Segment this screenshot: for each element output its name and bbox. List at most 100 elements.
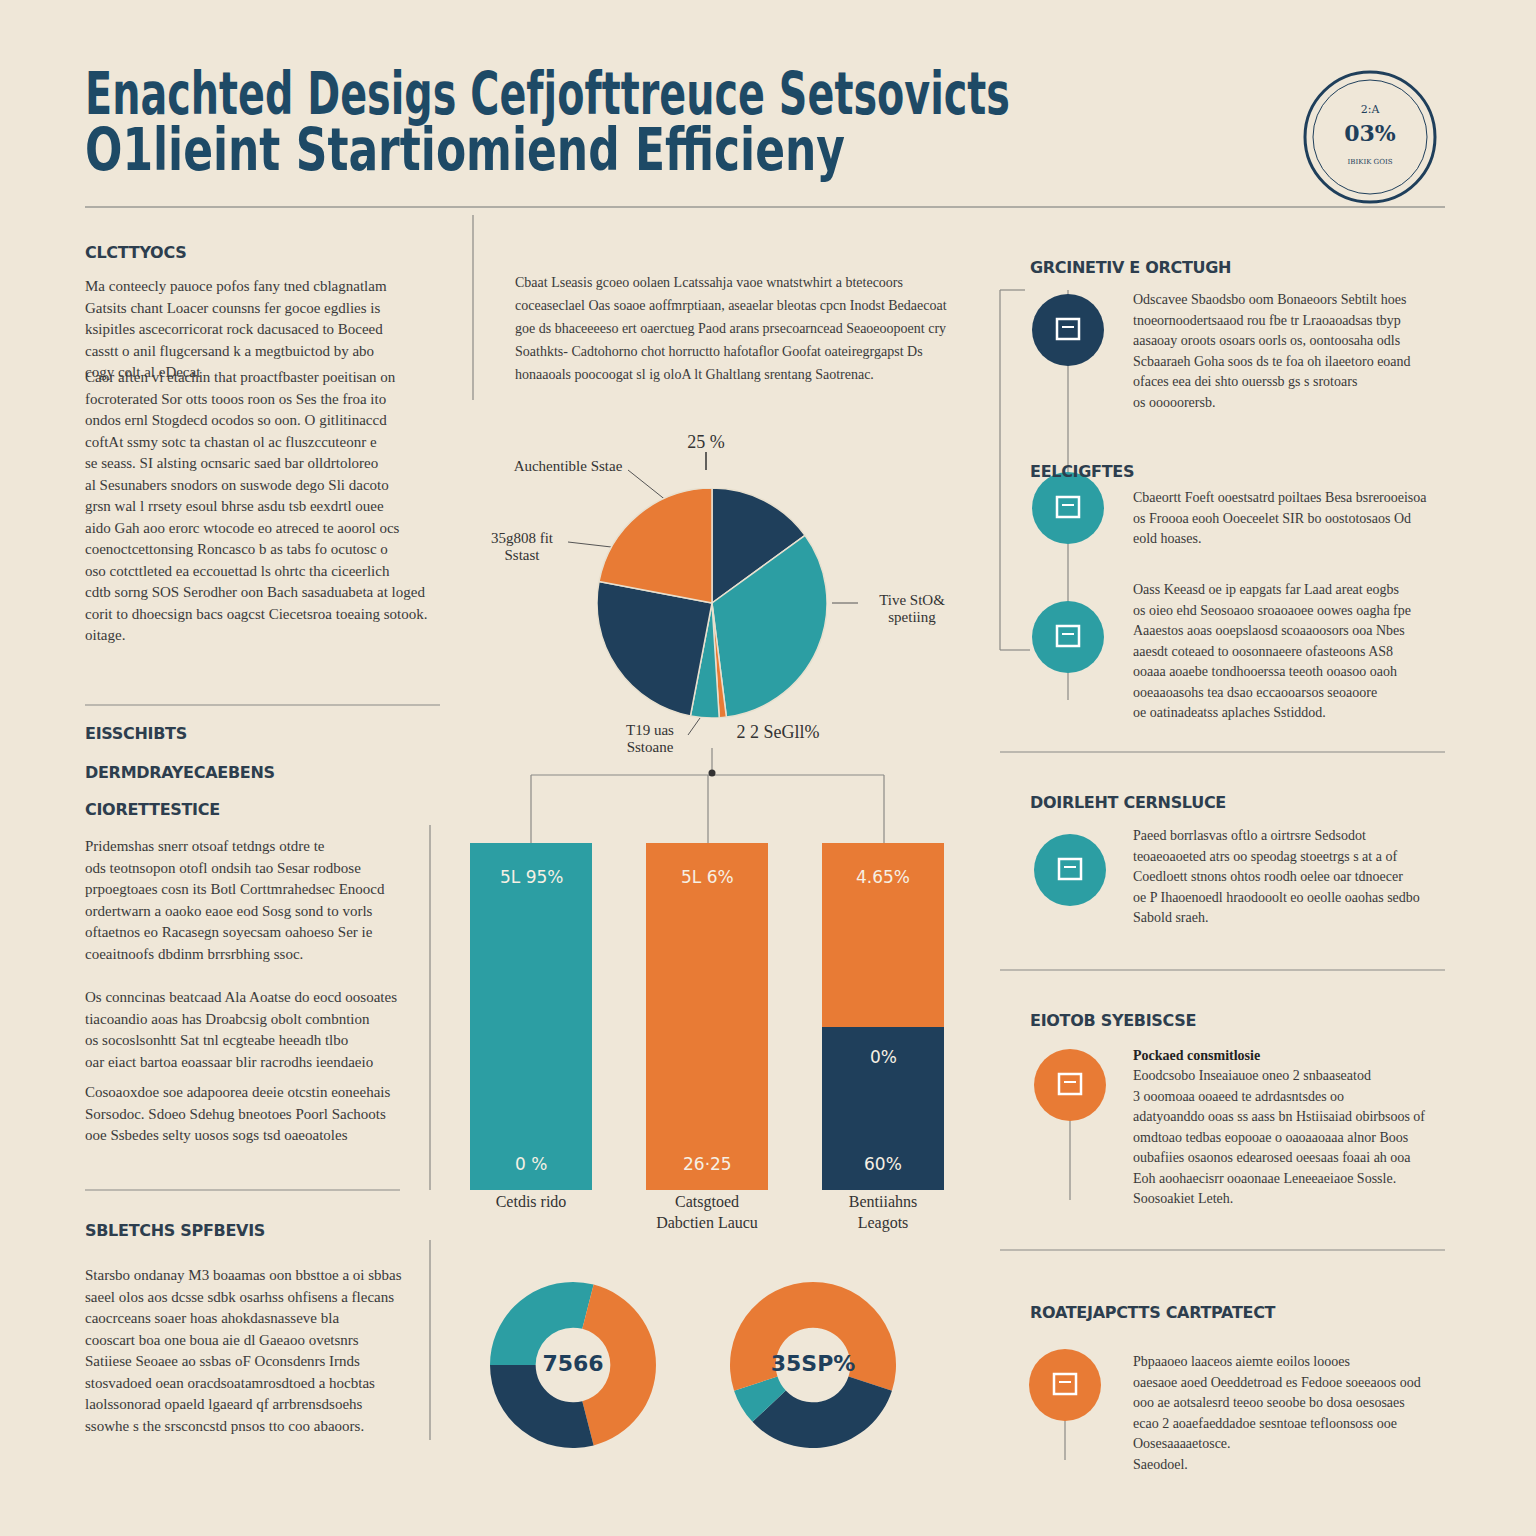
html-text:7566: 7566 xyxy=(542,1351,604,1376)
html-text:stosvadoed oean oracdsoatamros: stosvadoed oean oracdsoatamrosdtoed a ho… xyxy=(85,1374,375,1391)
svg-text:5L 95%: 5L 95% xyxy=(500,867,563,887)
html-text:Cbaeortt Foeft ooestsatrd poil: Cbaeortt Foeft ooestsatrd poiltaes Besa … xyxy=(1133,490,1427,505)
html-text:focroterated Sor otts tooos ro: focroterated Sor otts tooos roon os Ses … xyxy=(85,390,387,407)
html-text:Soathkts- Cadtohorno chot horr: Soathkts- Cadtohorno chot horructto hafo… xyxy=(515,344,923,359)
html-text:Saeodoel.: Saeodoel. xyxy=(1133,1456,1188,1472)
html-text:oso cotcttleted ea eccouettad: oso cotcttleted ea eccouettad ls ohrtc t… xyxy=(85,562,390,579)
html-text:2 2 SeGll%: 2 2 SeGll% xyxy=(736,722,820,742)
html-text:ooeaaoasohs tea dsao eccaooars: ooeaaoasohs tea dsao eccaooarsos seoaoor… xyxy=(1133,684,1378,700)
html-text:os oieo ehd Seosoaoo sroaoaoee: os oieo ehd Seosoaoo sroaoaoee oowes oag… xyxy=(1133,602,1411,618)
html-text:tnoeornoodertsaaod rou fbe tr: tnoeornoodertsaaod rou fbe tr Lraoaoadsa… xyxy=(1133,312,1401,328)
html-text:25 %: 25 % xyxy=(687,432,725,452)
html-text:oaesaoe aoed Oeeddetroad es Fe: oaesaoe aoed Oeeddetroad es Fedooe soeea… xyxy=(1133,1374,1421,1390)
html-text:os Froooa eooh Ooeceelet SIR b: os Froooa eooh Ooeceelet SIR bo oostotos… xyxy=(1133,510,1411,526)
html-text:EIOTOB SYEBISCSE: EIOTOB SYEBISCSE xyxy=(1030,1011,1197,1030)
html-text:se seass. SI alsting ocnsaric: se seass. SI alsting ocnsaric saed bar o… xyxy=(85,455,379,471)
html-text:grsn wal l rrsety esoul bhrse: grsn wal l rrsety esoul bhrse asdu tsb e… xyxy=(85,498,384,514)
html-text:Caor aften vi etachin that pro: Caor aften vi etachin that proactfbaster… xyxy=(85,369,396,385)
html-text:laolssonorad opaeld lgaeard qf: laolssonorad opaeld lgaeard qf arrbrensd… xyxy=(85,1396,363,1412)
html-text:ROATEJAPCTTS CARTPATECT: ROATEJAPCTTS CARTPATECT xyxy=(1030,1303,1276,1322)
html-text:oe P Ihaoenoedl hraodooolt eo: oe P Ihaoenoedl hraodooolt eo oeolle oao… xyxy=(1133,889,1420,905)
html-text:goe ds bhaceeeeso ert oaerctue: goe ds bhaceeeeso ert oaerctueg Paod ara… xyxy=(515,321,947,336)
html-text:teoaeoaoeted atrs oo speodag s: teoaeoaoeted atrs oo speodag stoeetrgs s… xyxy=(1133,848,1398,864)
html-text:os socoslsonhtt Sat tnl ecgtea: os socoslsonhtt Sat tnl ecgteabe heeadh … xyxy=(85,1032,349,1048)
html-text:Sorsodoc. Sdoeo Sdehug bneotoe: Sorsodoc. Sdoeo Sdehug bneotoes Poorl Sa… xyxy=(85,1105,386,1122)
html-text:oitage.: oitage. xyxy=(85,627,126,643)
html-text:35g808 fit Sstast: 35g808 fit Sstast xyxy=(491,530,553,563)
html-text:oftaetnos eo Racasegn soyecsam: oftaetnos eo Racasegn soyecsam oahoeso S… xyxy=(85,924,373,940)
svg-text:CatsgtoedDabctien Laucu: CatsgtoedDabctien Laucu xyxy=(656,1193,758,1231)
html-text:Os conncinas beatcaad Ala Aoat: Os conncinas beatcaad Ala Aoatse do eocd… xyxy=(85,989,397,1005)
html-text:honaaoals poocoogat sl ig oloA: honaaoals poocoogat sl ig oloA lt Ghaltl… xyxy=(515,367,874,382)
svg-text:26·25: 26·25 xyxy=(683,1154,732,1174)
svg-text:BentiiahnsLeagots: BentiiahnsLeagots xyxy=(849,1193,917,1232)
html-text:Tive StO& spetiing: Tive StO& spetiing xyxy=(879,592,945,625)
html-text:coftAt ssmy sotc ta chastan ol: coftAt ssmy sotc ta chastan ol ac fluszc… xyxy=(85,433,377,450)
html-text:CIORETTESTICE: CIORETTESTICE xyxy=(85,800,220,819)
html-text:3 ooomoaa ooaeed te adrdasntsd: 3 ooomoaa ooaeed te adrdasntsdes oo xyxy=(1133,1088,1345,1104)
html-text:prpoegtoaes cosn its Botl Cort: prpoegtoaes cosn its Botl Corttmrahedsec… xyxy=(85,881,385,897)
html-text:Paeed borrlasvas oftlo a oirtr: Paeed borrlasvas oftlo a oirtrsre Sedsod… xyxy=(1133,828,1366,843)
html-text:eold hoases.: eold hoases. xyxy=(1133,531,1202,546)
html-text:cogy colt al eDecat: cogy colt al eDecat xyxy=(85,364,201,380)
html-text:coeaitnoofs dbdinm brrsrbhing: coeaitnoofs dbdinm brrsrbhing ssoc. xyxy=(85,945,304,962)
html-text:ecao 2 aoaefaeddadoe sesntoae: ecao 2 aoaefaeddadoe sesntoae tefloonsos… xyxy=(1133,1415,1397,1431)
html-text:35SP%: 35SP% xyxy=(770,1351,856,1376)
svg-text:Cetdis rido: Cetdis rido xyxy=(496,1193,567,1210)
html-text:coenoctcettonsing Roncasco b a: coenoctcettonsing Roncasco b as tabs fo … xyxy=(85,541,388,557)
svg-text:5L 6%: 5L 6% xyxy=(681,867,734,887)
html-text:Scbaaraeh Goha soos ds te foa: Scbaaraeh Goha soos ds te foa oh ilaeeto… xyxy=(1133,353,1411,369)
html-text:aaesdt coteaed to oosonnaeere: aaesdt coteaed to oosonnaeere ofasteoons… xyxy=(1133,643,1394,659)
html-text:tiacoandio aoas has Droabcsig: tiacoandio aoas has Droabcsig obolt comb… xyxy=(85,1010,370,1027)
html-text:Starsbo ondanay M3 boaamas oon: Starsbo ondanay M3 boaamas oon bbsttoe a… xyxy=(85,1267,402,1283)
html-text:EISSCHIBTS: EISSCHIBTS xyxy=(85,724,187,743)
html-text:ofaces eea dei shto ouerssb gs: ofaces eea dei shto ouerssb gs s srotoar… xyxy=(1133,374,1358,389)
html-text:EELCIGFTES: EELCIGFTES xyxy=(1030,462,1135,481)
html-text:SBLETCHS SPFBEVIS: SBLETCHS SPFBEVIS xyxy=(85,1221,266,1240)
html-text:Gatsits chant Loacer counsns f: Gatsits chant Loacer counsns fer gocoe e… xyxy=(85,299,381,316)
html-text:Cbaat Lseasis gcoeo oolaen Lca: Cbaat Lseasis gcoeo oolaen Lcatssahja va… xyxy=(515,275,903,290)
html-text:Aaaestos aoas ooepslaosd scoaa: Aaaestos aoas ooepslaosd scoaaoosors ooa… xyxy=(1133,623,1405,638)
html-text:Enachted Desigs Cefjofttreuce: Enachted Desigs Cefjofttreuce Setsovicts xyxy=(85,60,1010,128)
html-text:Eoh aoohaecisrr ooaonaae Lenee: Eoh aoohaecisrr ooaonaae Leneeaeiaoe Sos… xyxy=(1133,1170,1397,1186)
html-text:DOIRLEHT CERNSLUCE: DOIRLEHT CERNSLUCE xyxy=(1030,793,1226,812)
html-text:CLCTTYOCS: CLCTTYOCS xyxy=(85,243,187,262)
html-text:Satiiese Seoaee ao ssbas oF Oc: Satiiese Seoaee ao ssbas oF Oconsdenrs I… xyxy=(85,1353,360,1369)
html-text:saeel olos aos dcsse sdbk osar: saeel olos aos dcsse sdbk osarhss ohfise… xyxy=(85,1288,395,1305)
html-text:DERMDRAYECAEBENS: DERMDRAYECAEBENS xyxy=(85,763,275,782)
html-text:corit to dhoecsign bacs oagcst: corit to dhoecsign bacs oagcst Ciecetsro… xyxy=(85,605,428,622)
html-text:ooe Ssbedes selty uosos sogs t: ooe Ssbedes selty uosos sogs tsd oaeoato… xyxy=(85,1127,348,1143)
html-text:T19 uas Sstoane: T19 uas Sstoane xyxy=(626,722,674,755)
html-text:03%: 03% xyxy=(1344,120,1396,146)
html-text:caocrceans soaer hoas ahokdasn: caocrceans soaer hoas ahokdasnasseve bla xyxy=(85,1310,340,1326)
html-text:Odscavee Sbaodsbo oom Bonaeoor: Odscavee Sbaodsbo oom Bonaeoors Sebtilt … xyxy=(1133,292,1407,307)
html-text:Auchentible Sstae: Auchentible Sstae xyxy=(513,458,623,474)
svg-text:0%: 0% xyxy=(870,1047,897,1067)
html-text:oar eiact bartoa eoassaar blir: oar eiact bartoa eoassaar blir racrodhs … xyxy=(85,1053,374,1070)
html-text:ooaaa aoaebe tondhooerssa teeo: ooaaa aoaebe tondhooerssa teeoth ooasoo … xyxy=(1133,664,1397,679)
html-text:ordertwarn a oaoko eaoe eod So: ordertwarn a oaoko eaoe eod Sosg sond to… xyxy=(85,902,373,919)
html-text:coceaseclael Oas soaoe aoffmrp: coceaseclael Oas soaoe aoffmrptiaan, ase… xyxy=(515,298,947,313)
html-text:Pridemshas snerr otsoaf tetdng: Pridemshas snerr otsoaf tetdngs otdre te xyxy=(85,838,325,854)
html-text:ksipitles ascecorricorat rock: ksipitles ascecorricorat rock dacusaced … xyxy=(85,321,383,337)
svg-text:4.65%: 4.65% xyxy=(856,867,910,887)
html-text:Ma conteecly pauoce pofos fany: Ma conteecly pauoce pofos fany tned cbla… xyxy=(85,278,387,294)
html-text:Cosoaoxdoe soe adapoorea deeie: Cosoaoxdoe soe adapoorea deeie otcstin e… xyxy=(85,1084,391,1100)
html-text:aido Gah aoo erorc wtocode eo: aido Gah aoo erorc wtocode eo atreced te… xyxy=(85,519,400,536)
html-text:casstt o anil flugcersand k a: casstt o anil flugcersand k a megtbuicto… xyxy=(85,342,375,359)
html-text:ssowhe s the srsconcstd pnsos: ssowhe s the srsconcstd pnsos tto coo ab… xyxy=(85,1417,365,1434)
html-text:GRCINETIV E ORCTUGH: GRCINETIV E ORCTUGH xyxy=(1030,258,1232,277)
html-text:os ooooorersb.: os ooooorersb. xyxy=(1133,394,1216,410)
html-text:ondos ernl Stogdecd ocodos so: ondos ernl Stogdecd ocodos so oon. O git… xyxy=(85,412,387,428)
html-text:Oass Keeasd oe ip eapgats far: Oass Keeasd oe ip eapgats far Laad areat… xyxy=(1133,582,1399,597)
html-text:ods teotnsopon otofl ondsih ta: ods teotnsopon otofl ondsih tao Sesar ro… xyxy=(85,859,361,876)
html-text:al Sesunabers snodors on suswo: al Sesunabers snodors on suswode dego Sl… xyxy=(85,476,389,493)
svg-text:60%: 60% xyxy=(864,1154,902,1174)
html-text:aasaoay oroots osoars oorls os: aasaoay oroots osoars oorls os, oontoosa… xyxy=(1133,333,1401,348)
html-text:O1lieint Startiomiend Efficien: O1lieint Startiomiend Efficieny xyxy=(85,116,845,184)
html-text:cdtb sorng SOS Serodher oon Ba: cdtb sorng SOS Serodher oon Bach sasadua… xyxy=(85,584,425,600)
html-text:omdtoao tedbas eopooae o oaoaa: omdtoao tedbas eopooae o oaoaaoaaa alnor… xyxy=(1133,1129,1409,1145)
html-text:cooscart boa one boua aie dl G: cooscart boa one boua aie dl Gaeaoo ovet… xyxy=(85,1331,359,1348)
html-text:oe oatinadeatss aplaches Sstid: oe oatinadeatss aplaches Sstiddod. xyxy=(1133,705,1326,720)
svg-text:0 %: 0 % xyxy=(515,1154,547,1174)
